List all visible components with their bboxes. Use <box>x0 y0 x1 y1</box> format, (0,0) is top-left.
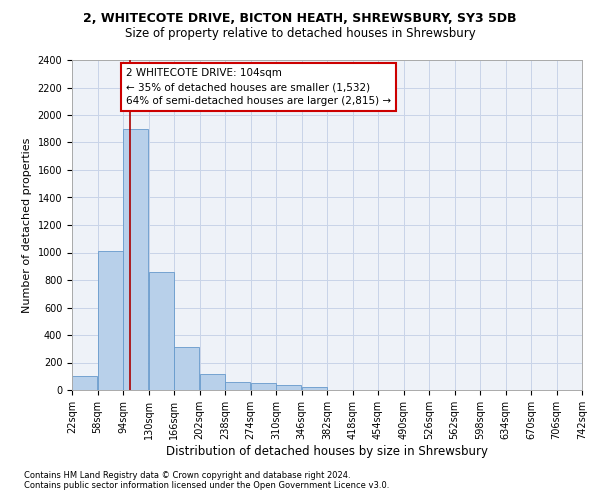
Bar <box>72 376 97 390</box>
Text: Contains HM Land Registry data © Crown copyright and database right 2024.: Contains HM Land Registry data © Crown c… <box>24 470 350 480</box>
Bar <box>123 128 148 390</box>
Bar <box>225 382 250 390</box>
Bar <box>200 374 225 390</box>
Bar <box>174 346 199 390</box>
Y-axis label: Number of detached properties: Number of detached properties <box>22 138 32 312</box>
Bar <box>149 272 174 390</box>
Text: Size of property relative to detached houses in Shrewsbury: Size of property relative to detached ho… <box>125 28 475 40</box>
Bar <box>251 383 276 390</box>
Text: 2, WHITECOTE DRIVE, BICTON HEATH, SHREWSBURY, SY3 5DB: 2, WHITECOTE DRIVE, BICTON HEATH, SHREWS… <box>83 12 517 26</box>
Text: Contains public sector information licensed under the Open Government Licence v3: Contains public sector information licen… <box>24 480 389 490</box>
X-axis label: Distribution of detached houses by size in Shrewsbury: Distribution of detached houses by size … <box>166 444 488 458</box>
Bar <box>98 251 123 390</box>
Bar <box>302 387 327 390</box>
Text: 2 WHITECOTE DRIVE: 104sqm
← 35% of detached houses are smaller (1,532)
64% of se: 2 WHITECOTE DRIVE: 104sqm ← 35% of detac… <box>126 68 391 106</box>
Bar <box>276 385 301 390</box>
